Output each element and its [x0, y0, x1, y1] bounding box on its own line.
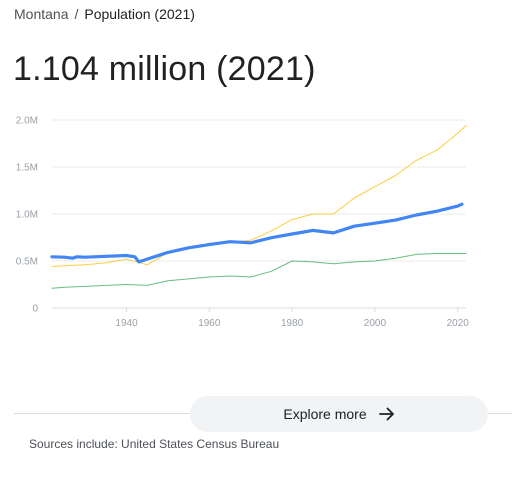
y-axis-ticks: 0 0.5M 1.0M 1.5M 2.0M	[16, 116, 39, 315]
y-tick-label: 0.5M	[16, 257, 38, 268]
breadcrumb-parent[interactable]: Montana	[14, 6, 69, 22]
x-tick-label: 1980	[281, 318, 304, 328]
breadcrumb-separator: /	[74, 6, 79, 22]
breadcrumb-current: Population (2021)	[84, 6, 195, 22]
explore-more-label: Explore more	[283, 406, 367, 422]
y-tick-label: 0	[32, 304, 38, 315]
y-tick-label: 1.5M	[16, 163, 38, 174]
series-line-secondary	[51, 125, 467, 268]
chart-grid	[52, 119, 466, 309]
breadcrumb: Montana / Population (2021)	[14, 6, 195, 22]
x-axis-ticks: 1940 1960 1980 2000 2020	[115, 308, 469, 328]
sources-note: Sources include: United States Census Bu…	[29, 437, 280, 451]
x-tick-label: 2000	[364, 318, 387, 328]
arrow-right-icon	[378, 407, 394, 421]
page-title: 1.104 million (2021)	[13, 50, 316, 88]
series-line-primary	[50, 202, 464, 264]
explore-more-button[interactable]: Explore more	[190, 396, 488, 432]
y-tick-label: 1.0M	[16, 210, 38, 221]
y-tick-label: 2.0M	[16, 116, 38, 127]
series-line-secondary	[51, 253, 467, 289]
population-chart[interactable]: 0 0.5M 1.0M 1.5M 2.0M 1940 1960 1980 2000 2020	[0, 108, 512, 329]
x-tick-label: 2020	[447, 318, 470, 328]
x-tick-label: 1940	[115, 318, 138, 328]
chart-series	[50, 125, 467, 289]
x-tick-label: 1960	[198, 318, 221, 328]
